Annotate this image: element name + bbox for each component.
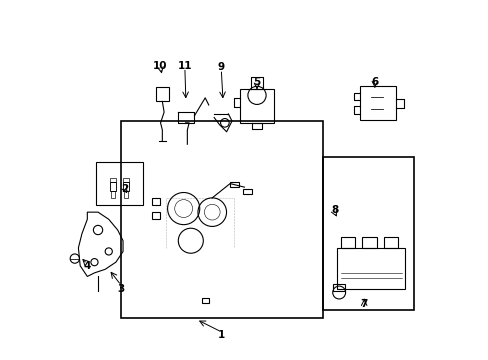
Bar [323,157,413,310]
Bar [96,162,142,205]
Bar [156,87,168,102]
Text: 10: 10 [153,61,167,71]
Text: 7: 7 [360,299,367,309]
Bar [151,198,160,205]
Bar [340,237,354,248]
Bar [151,212,160,219]
Bar [122,178,129,182]
Bar [110,178,116,182]
Text: 5: 5 [253,77,260,87]
Bar [230,182,239,187]
Text: 9: 9 [217,63,224,72]
Text: 4: 4 [83,261,91,271]
Text: 1: 1 [217,330,224,340]
Bar [383,237,397,248]
Text: 11: 11 [177,61,192,71]
Text: 6: 6 [370,77,378,87]
Bar [110,182,116,191]
Bar [362,237,376,248]
Text: 3: 3 [118,284,124,294]
Bar [332,284,345,292]
Bar [242,189,251,194]
Bar [111,191,115,198]
Text: 2: 2 [121,184,128,194]
Text: 8: 8 [330,205,338,215]
Bar [121,121,323,318]
Bar [122,182,129,191]
Bar [337,248,405,289]
Bar [123,191,128,198]
Bar [201,298,208,303]
